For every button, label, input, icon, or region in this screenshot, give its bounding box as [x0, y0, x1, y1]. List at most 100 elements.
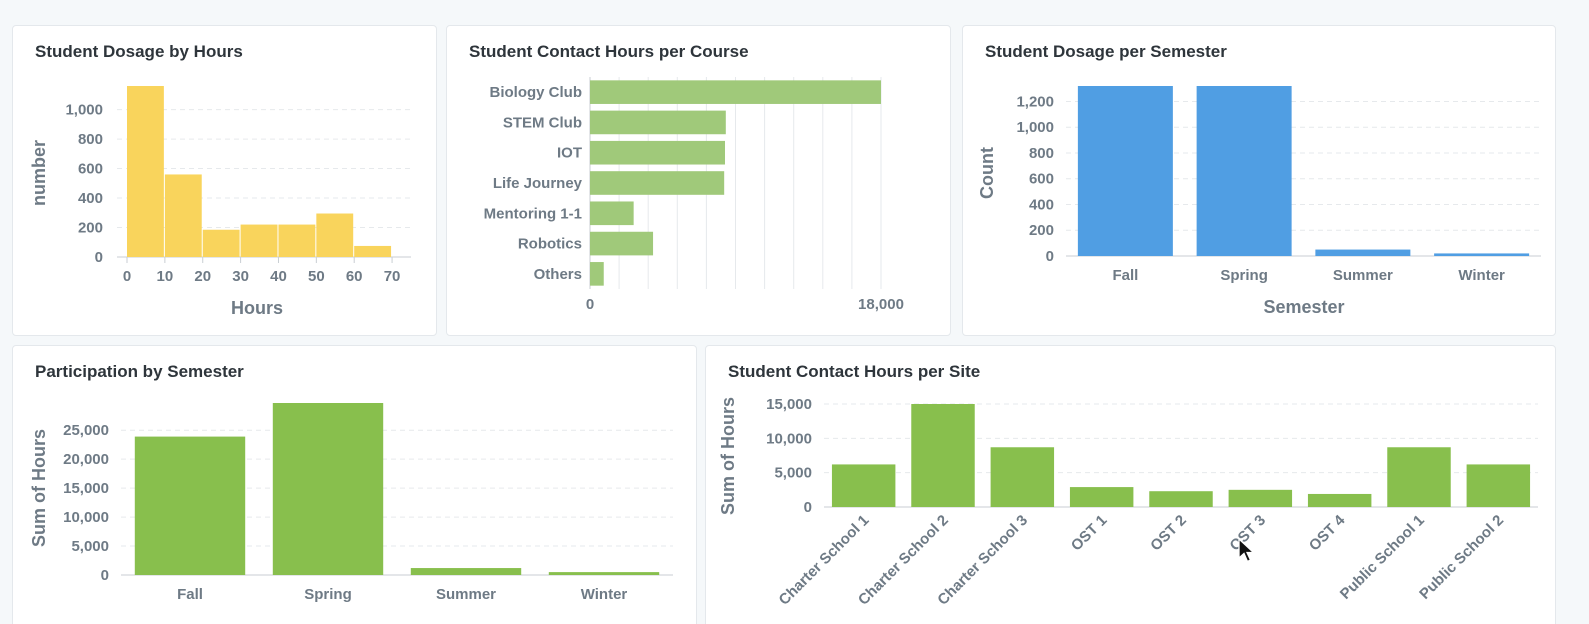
bar	[1315, 249, 1411, 256]
y-tick-label: Mentoring 1-1	[484, 205, 582, 222]
bar	[1077, 86, 1173, 256]
bar	[911, 404, 975, 507]
y-tick-label: 1,200	[1016, 93, 1054, 110]
x-tick-label: 0	[123, 268, 131, 285]
bar	[590, 110, 726, 135]
y-tick-label: 1,000	[1016, 119, 1054, 136]
y-tick-label: Others	[534, 266, 582, 283]
x-tick-label: 10	[157, 268, 174, 285]
x-tick-label: 60	[346, 268, 363, 285]
y-tick-label: IOT	[557, 145, 582, 162]
x-tick-label: OST 4	[1306, 511, 1349, 554]
x-tick-label: 50	[308, 268, 325, 285]
histogram-bar	[240, 224, 278, 257]
bar	[990, 447, 1055, 507]
x-tick-label: Summer	[436, 586, 496, 603]
bar	[272, 403, 384, 575]
bar	[1466, 464, 1531, 507]
y-tick-label: 10,000	[63, 509, 109, 526]
histogram-bar	[278, 224, 316, 257]
bar	[590, 231, 654, 256]
y-axis-title: Count	[977, 147, 997, 199]
x-tick-label: Winter	[1458, 267, 1505, 284]
card-title: Student Dosage by Hours	[35, 42, 243, 61]
bar	[1196, 86, 1292, 256]
card-title: Student Contact Hours per Course	[469, 42, 749, 61]
bar	[548, 572, 660, 575]
y-tick-label: 0	[1046, 248, 1054, 265]
y-tick-label: 1,000	[65, 102, 103, 119]
y-tick-label: 20,000	[63, 451, 109, 468]
x-tick-label: Fall	[1112, 267, 1138, 284]
x-tick-label: 20	[194, 268, 211, 285]
x-tick-label: Winter	[581, 586, 628, 603]
contact-course-chart: Biology Club STEM Club IOT Life Journey Ment…	[484, 77, 904, 313]
histogram-bar	[354, 245, 392, 257]
x-tick-label: Public School 2	[1416, 512, 1507, 603]
y-tick-label: 0	[804, 499, 812, 516]
bar	[590, 80, 881, 104]
histogram-bar	[202, 229, 240, 257]
x-tick-label: Summer	[1333, 267, 1393, 284]
y-tick-label: Robotics	[518, 236, 582, 253]
participation-semester-chart: 0 5,000 10,000 15,000 20,000 25,000 Fall Spring…	[29, 403, 673, 603]
x-tick-label: 18,000	[858, 296, 904, 313]
histogram-bar	[316, 213, 354, 257]
bar	[590, 140, 725, 165]
bar	[1149, 491, 1213, 507]
y-tick-label: 600	[1029, 171, 1054, 188]
card-title: Student Contact Hours per Site	[728, 362, 981, 381]
bar	[831, 464, 896, 507]
mouse-cursor-icon	[1238, 538, 1256, 563]
card-title: Participation by Semester	[35, 362, 244, 381]
dosage-semester-card[interactable]: Student Dosage per Semester 0 200 400 600 80…	[962, 25, 1556, 336]
y-tick-label: 800	[78, 131, 103, 148]
x-tick-label: 0	[586, 296, 594, 313]
dosage-hours-card[interactable]: Student Dosage by Hours 0 200 400 600 800 1,0…	[12, 25, 437, 336]
y-tick-label: Life Journey	[493, 175, 583, 192]
y-tick-label: 15,000	[63, 480, 109, 497]
x-tick-label: Spring	[304, 586, 352, 603]
histogram-bar	[164, 174, 202, 257]
dosage-hours-chart: 0 200 400 600 800 1,000 0 10 20 30 40 50 60 70 Hours nu…	[29, 86, 411, 318]
y-axis-title: Sum of Hours	[718, 397, 738, 515]
y-tick-label: 400	[1029, 196, 1054, 213]
histogram-bar	[127, 86, 164, 257]
bar	[1069, 487, 1134, 507]
bar	[1434, 253, 1530, 256]
y-tick-label: 5,000	[774, 465, 812, 482]
bar	[134, 436, 246, 575]
y-tick-label: 15,000	[766, 396, 812, 413]
x-axis-title: Hours	[231, 298, 283, 318]
x-tick-label: OST 1	[1068, 512, 1111, 555]
x-tick-label: Public School 1	[1337, 512, 1428, 603]
x-tick-label: 30	[232, 268, 249, 285]
y-tick-label: Biology Club	[490, 84, 583, 101]
contact-site-card[interactable]: Student Contact Hours per Site 0 5,000 10,…	[705, 345, 1556, 624]
y-tick-label: 5,000	[71, 538, 109, 555]
x-tick-label: 40	[270, 268, 287, 285]
y-tick-label: 600	[78, 161, 103, 178]
y-tick-label: STEM Club	[503, 114, 582, 131]
y-tick-label: 25,000	[63, 422, 109, 439]
x-tick-label: 70	[384, 268, 401, 285]
bar	[590, 201, 634, 226]
card-title: Student Dosage per Semester	[985, 42, 1227, 61]
x-axis-title: Semester	[1263, 297, 1344, 317]
participation-semester-card[interactable]: Participation by Semester 0 5,000 10,000 15…	[12, 345, 697, 624]
y-tick-label: 10,000	[766, 430, 812, 447]
y-tick-label: 0	[95, 249, 103, 266]
contact-course-card[interactable]: Student Contact Hours per Course Biology…	[446, 25, 951, 336]
bar	[1387, 447, 1451, 507]
x-tick-label: OST 2	[1147, 512, 1190, 555]
y-tick-label: 200	[78, 220, 103, 237]
y-axis-title: number	[29, 140, 49, 206]
y-tick-label: 800	[1029, 145, 1054, 162]
y-tick-label: 200	[1029, 222, 1054, 239]
x-tick-label: Spring	[1220, 267, 1268, 284]
bar	[1307, 493, 1372, 507]
bar	[410, 568, 522, 575]
bar	[590, 171, 725, 195]
y-tick-label: 0	[101, 567, 109, 584]
